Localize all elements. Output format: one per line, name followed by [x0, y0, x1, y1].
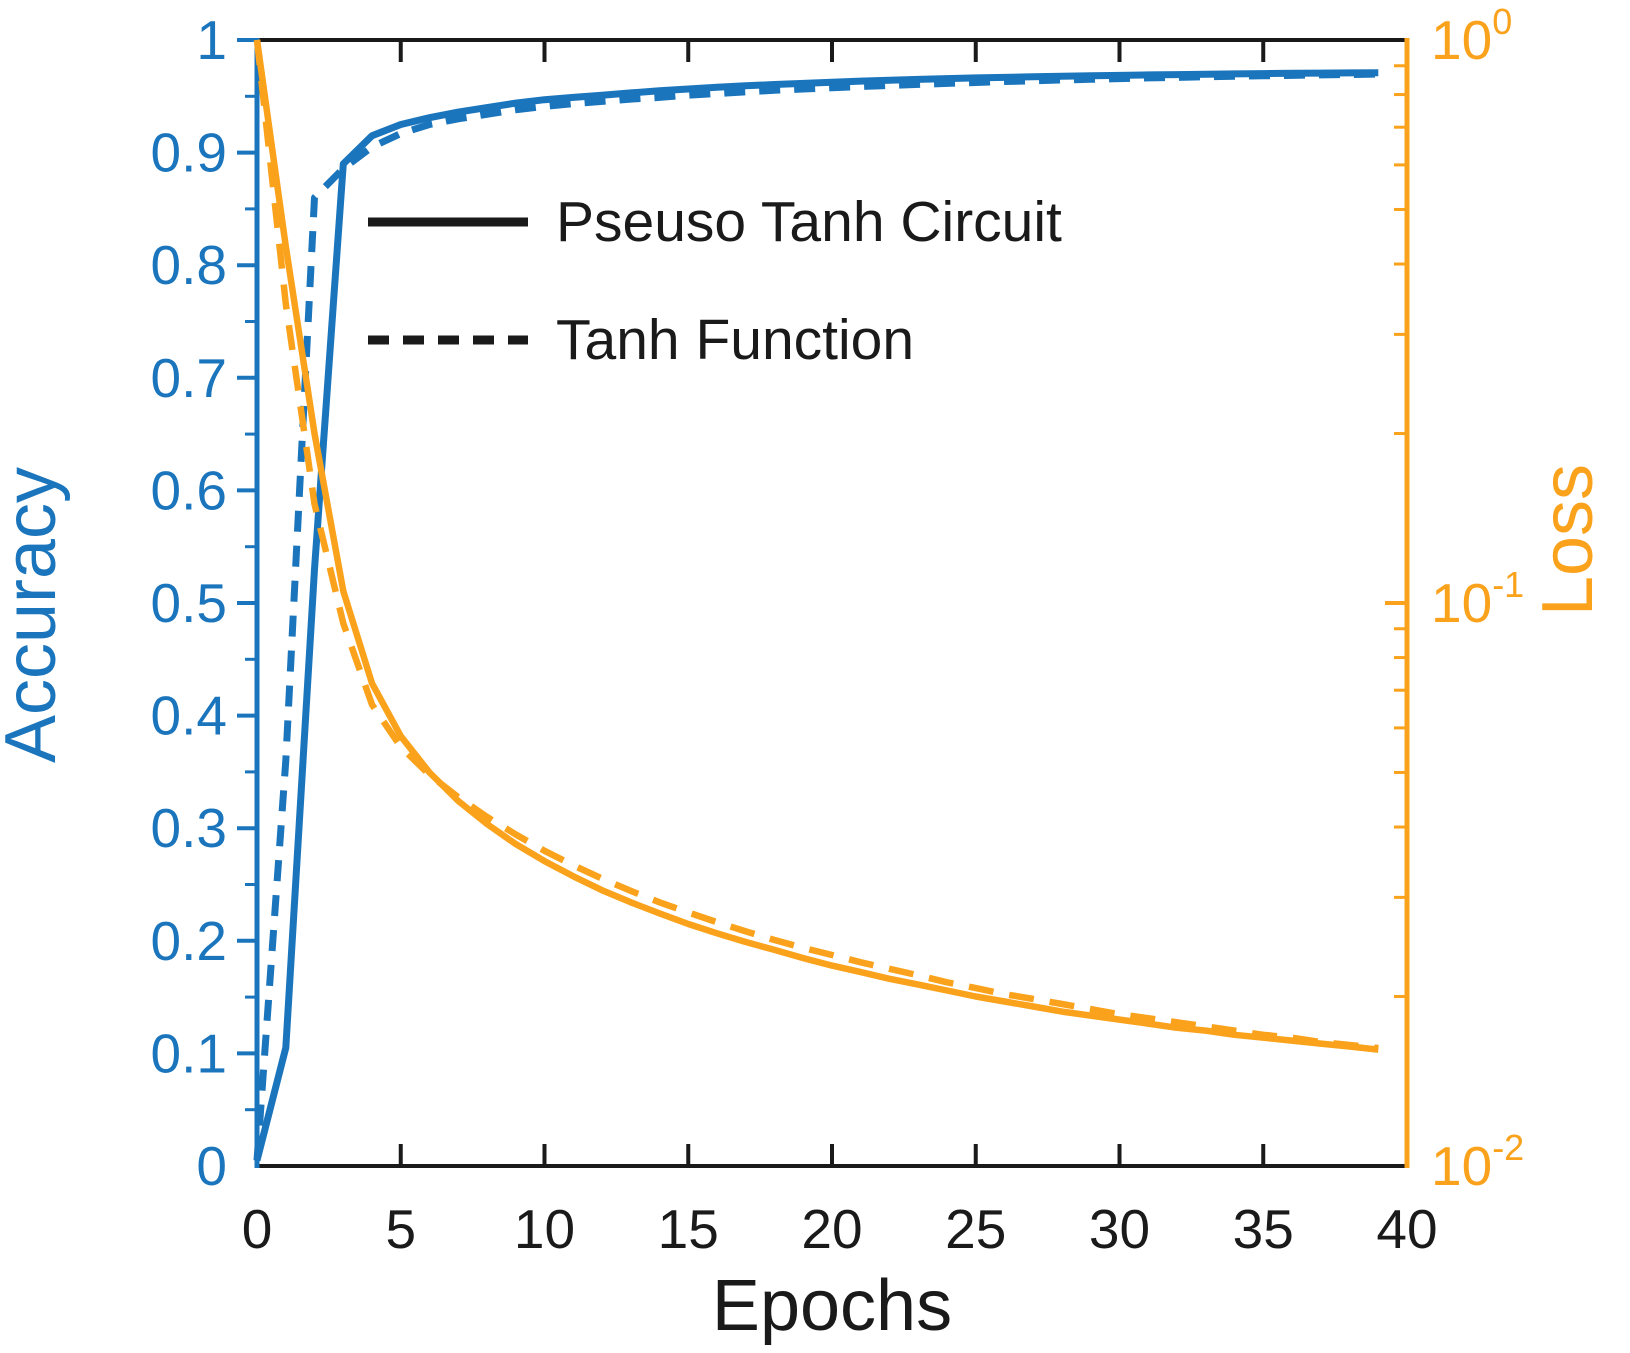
- y-left-tick-label: 0.1: [151, 1022, 227, 1084]
- x-tick-label: 20: [801, 1198, 862, 1260]
- loss-dashed-line: [253, 39, 1379, 1052]
- x-tick-label: 0: [242, 1198, 273, 1260]
- y-left-tick-label: 0: [196, 1135, 227, 1197]
- legend-label-solid: Pseuso Tanh Circuit: [556, 190, 1062, 254]
- right-axis-title: Loss: [1528, 464, 1608, 616]
- x-tick-label: 35: [1233, 1198, 1294, 1260]
- axis-spines: [254, 38, 1410, 1168]
- y-left-tick-label: 0.9: [151, 122, 227, 184]
- legend: Pseuso Tanh Circuit Tanh Function: [368, 190, 1062, 372]
- x-tick-label: 30: [1089, 1198, 1150, 1260]
- data-curves: [253, 39, 1379, 1162]
- x-tick-label: 5: [385, 1198, 416, 1260]
- y-left-tick-label: 0.3: [151, 797, 227, 859]
- x-tick-label: 15: [658, 1198, 719, 1260]
- y-left-tick-label: 0.8: [151, 234, 227, 296]
- accuracy-dashed-line: [253, 70, 1379, 1161]
- legend-label-dashed: Tanh Function: [556, 308, 914, 372]
- axis-titles: Epochs Accuracy Loss: [0, 464, 1608, 1346]
- y-right-tick-label: 10-1: [1431, 564, 1524, 634]
- y-left-tick-label: 0.5: [151, 572, 227, 634]
- y-left-tick-label: 0.6: [151, 459, 227, 521]
- y-right-tick-label: 100: [1431, 1, 1512, 71]
- y-left-tick-label: 1: [196, 9, 227, 71]
- y-right-tick-label: 10-2: [1431, 1127, 1524, 1197]
- x-tick-label: 25: [945, 1198, 1006, 1260]
- y-left-tick-label: 0.2: [151, 910, 227, 972]
- y-left-tick-label: 0.7: [151, 347, 227, 409]
- x-tick-label: 40: [1376, 1198, 1437, 1260]
- left-axis-title: Accuracy: [0, 467, 71, 763]
- x-tick-label: 10: [514, 1198, 575, 1260]
- y-left-tick-label: 0.4: [151, 685, 227, 747]
- x-axis-title: Epochs: [712, 1266, 952, 1346]
- tick-labels: 0 5 10 15 20 25 30 35 40 0 0.1 0.2 0.3 0.4 0.5 0.6 0.7 0.…: [151, 1, 1525, 1260]
